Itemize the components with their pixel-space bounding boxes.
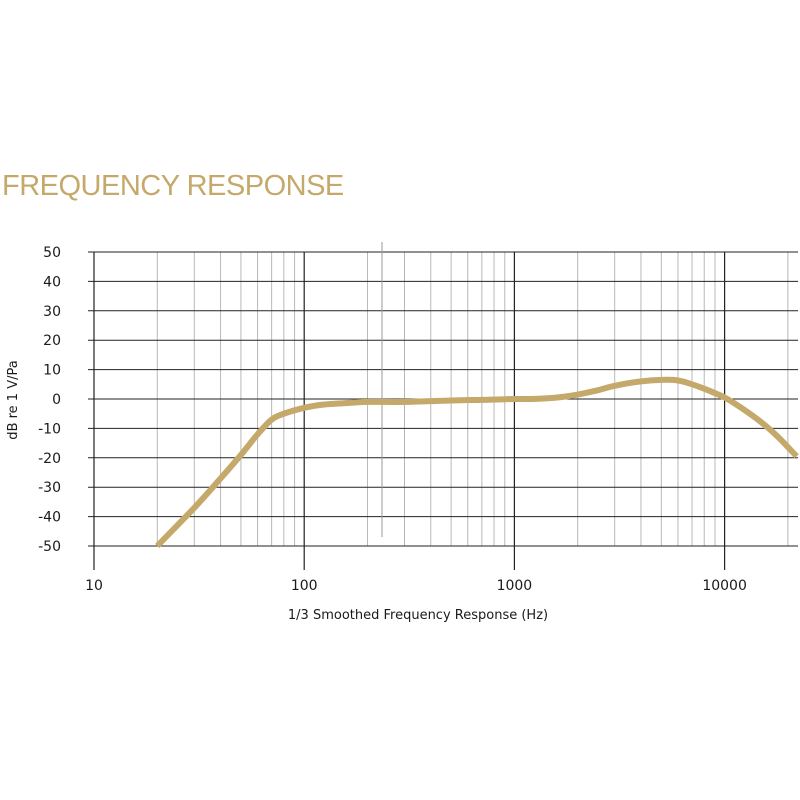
y-tick-label: 40	[43, 274, 61, 290]
x-tick-label: 10000	[702, 578, 747, 594]
x-tick-label: 1000	[497, 578, 533, 594]
y-tick-label: -40	[38, 510, 61, 526]
x-tick-label: 10	[85, 578, 103, 594]
frequency-response-line	[155, 376, 799, 549]
y-tick-label: -10	[38, 421, 61, 437]
y-tick-labels: 50 40 30 20 10 0 -10 -20 -30 -40 -50	[38, 245, 61, 555]
x-axis-label: 1/3 Smoothed Frequency Response (Hz)	[288, 608, 548, 623]
y-tick-label: 30	[43, 304, 61, 320]
y-tick-label: 50	[43, 245, 61, 261]
x-tick-labels: 10 100 1000 10000	[85, 578, 747, 594]
y-tick-label: -30	[38, 480, 61, 496]
y-tick-label: -20	[38, 451, 61, 467]
y-tick-label: -50	[38, 539, 61, 555]
page-title: FREQUENCY RESPONSE	[2, 170, 344, 202]
y-tick-label: 0	[52, 392, 61, 408]
y-tick-label: 10	[43, 363, 61, 379]
x-tick-marks	[93, 546, 726, 570]
y-tick-label: 20	[43, 333, 61, 349]
x-tick-label: 100	[291, 578, 318, 594]
y-axis-label: dB re 1 V/Pa	[6, 360, 21, 439]
